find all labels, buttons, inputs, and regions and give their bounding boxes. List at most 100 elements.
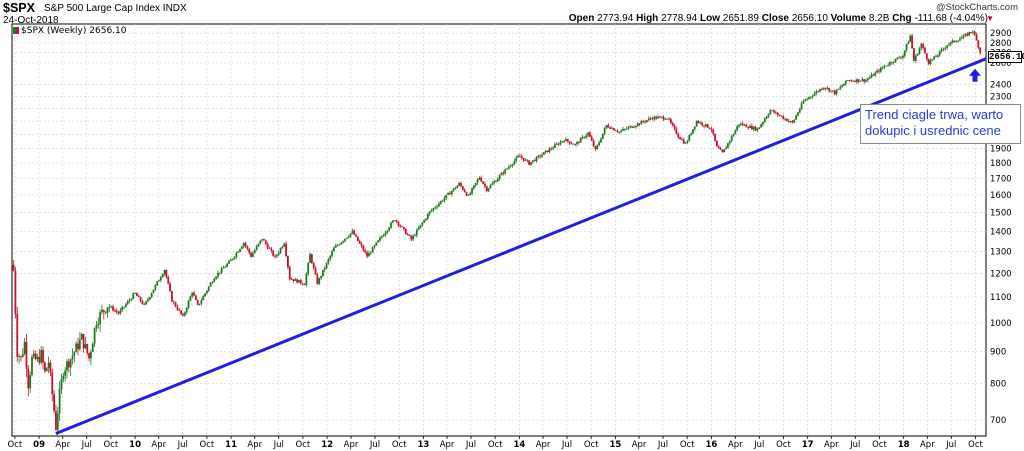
candle-body [785, 118, 788, 122]
candle-body [147, 299, 149, 302]
candle-body [377, 240, 380, 243]
plot-area [11, 23, 987, 437]
candle-body [463, 189, 466, 193]
candle-body [414, 235, 416, 237]
candle-body [268, 248, 271, 250]
candle-body [139, 296, 142, 302]
candle-body [878, 70, 880, 72]
candle-body [277, 252, 280, 255]
candle-body [677, 133, 680, 138]
candle-body [734, 130, 737, 135]
candle-body [12, 265, 15, 271]
candle-body [436, 206, 438, 208]
candle-body [773, 110, 775, 113]
candle-body [108, 307, 111, 308]
candle-body [519, 155, 521, 157]
candle-body [721, 149, 724, 153]
candle-body [484, 183, 486, 187]
candle-body [771, 110, 774, 112]
candle-body [38, 356, 41, 363]
candle-body [274, 255, 276, 257]
annotation-callout[interactable]: Trend ciagle trwa, warto dokupic i usred… [860, 104, 1021, 144]
candle-body [362, 246, 365, 251]
candle-body [686, 140, 689, 144]
candle-body [228, 260, 230, 264]
candle-body [183, 312, 186, 316]
candle-body [811, 95, 814, 97]
candle-body [456, 185, 459, 189]
x-tick-label: Apr [151, 440, 166, 450]
candle-body [679, 137, 681, 140]
candle-body [495, 181, 497, 183]
candle-body [150, 293, 153, 298]
candle-body [60, 379, 63, 390]
x-tick-label: Apr [728, 440, 743, 450]
chart-date: 24-Oct-2018 [3, 15, 59, 26]
chg-label: Chg [892, 13, 912, 24]
candle-body [148, 297, 151, 300]
candle-body [423, 220, 426, 223]
candle-body [461, 186, 464, 190]
candle-body [176, 306, 179, 310]
candle-body [47, 362, 50, 368]
candle-body [303, 284, 306, 286]
candle-body [84, 344, 87, 349]
candle-body [27, 368, 30, 389]
close-label: Close [761, 13, 789, 24]
candle-body [520, 156, 523, 158]
candle-body [266, 243, 269, 249]
candle-body [90, 351, 92, 359]
candle-body [568, 141, 571, 144]
candle-body [169, 283, 171, 292]
candle-body [270, 248, 273, 251]
candle-body [134, 293, 136, 294]
candle-body [154, 285, 157, 290]
candle-body [535, 156, 538, 162]
candle-body [218, 272, 221, 274]
y-tick-label: 1200 [990, 269, 1012, 279]
x-axis: Oct 09 Apr Jul Oct 10 Apr Jul Oct 11 Apr Jul Oct 12 Ap… [8, 436, 983, 450]
candle-body [255, 246, 258, 251]
candle-body [123, 306, 125, 308]
candle-body [749, 125, 751, 129]
candle-body [165, 270, 168, 278]
candle-body [601, 133, 604, 140]
candle-body [890, 62, 893, 64]
candle-body [868, 77, 871, 79]
candle-body [124, 304, 127, 307]
candle-body [870, 74, 873, 78]
candle-body [257, 243, 260, 247]
candle-body [200, 300, 203, 304]
candle-body [813, 93, 816, 96]
candle-body [530, 162, 532, 165]
candle-body [82, 334, 85, 349]
candle-body [971, 31, 974, 33]
candle-body [231, 258, 234, 260]
copyright: @StockCharts.com [936, 2, 1018, 13]
candle-body [351, 230, 354, 234]
candle-body [789, 121, 792, 122]
candle-body [640, 120, 643, 125]
candle-body [763, 118, 766, 122]
candle-body [437, 203, 440, 207]
candle-body [399, 225, 402, 227]
x-tick-label: Jul [945, 440, 956, 450]
open-value: 2773.94 [597, 13, 634, 24]
ohlc-readout: Open 2773.94 High 2778.94 Low 2651.89 Cl… [569, 13, 988, 24]
candle-body [925, 53, 928, 60]
candle-body [193, 292, 195, 296]
candle-body [658, 116, 661, 118]
candle-body [907, 41, 910, 45]
candle-body [252, 253, 254, 257]
candle-body [156, 281, 159, 286]
x-tick-label: Apr [440, 440, 455, 450]
y-tick-label: 2300 [990, 92, 1012, 102]
x-tick-label: Oct [584, 440, 599, 450]
candle-body [338, 244, 341, 246]
x-tick-label: 12 [321, 440, 333, 450]
candle-body [342, 241, 345, 243]
candle-body [198, 303, 201, 305]
candle-body [482, 181, 484, 184]
candle-body [388, 227, 391, 231]
candle-body [159, 277, 162, 281]
